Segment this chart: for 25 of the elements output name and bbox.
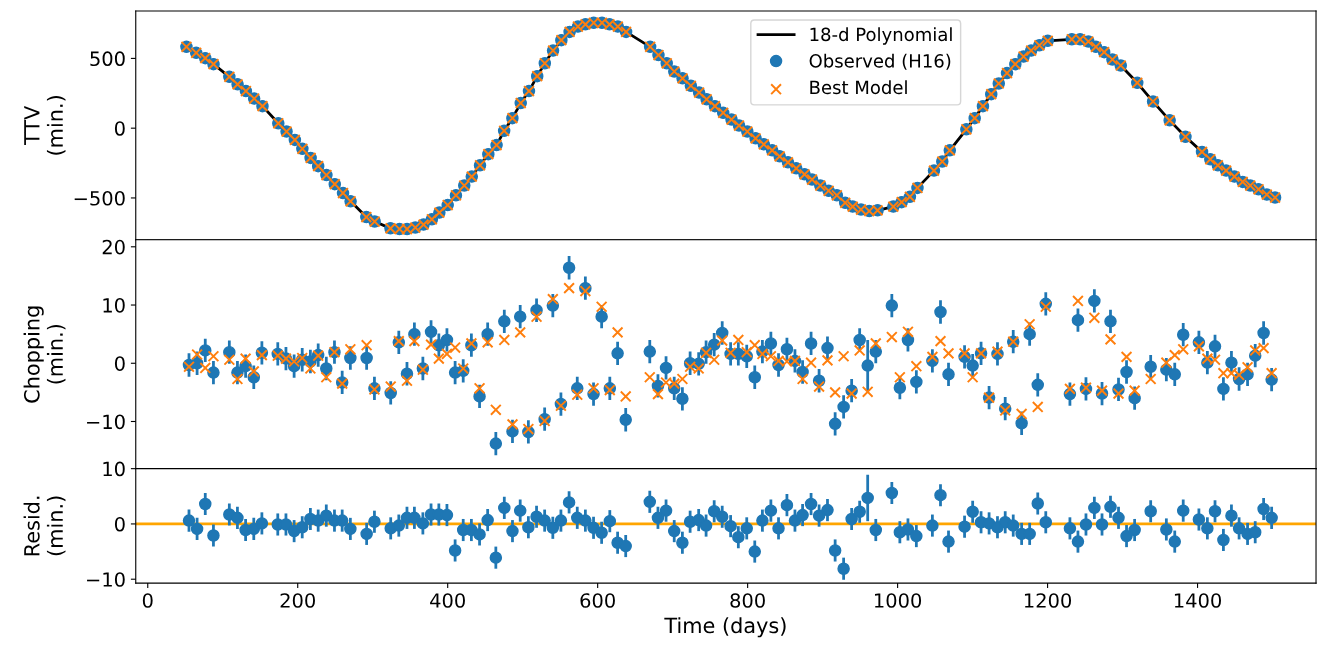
x-tick-label: 600 bbox=[580, 593, 615, 608]
x-axis-title: Time (days) bbox=[664, 617, 786, 638]
y-tick-label: 10 bbox=[103, 297, 125, 313]
y-tick-label: 0 bbox=[114, 356, 125, 371]
y-tick-label: 0 bbox=[114, 516, 125, 532]
y-tick-label: −10 bbox=[87, 414, 125, 430]
x-tick-label: 1400 bbox=[1174, 593, 1221, 608]
y-axis-title: TTV (min.) bbox=[24, 96, 66, 155]
x-tick-label: 1200 bbox=[1024, 593, 1072, 608]
legend-label: Best Model bbox=[810, 80, 907, 95]
y-tick-label: 20 bbox=[102, 239, 125, 255]
y-tick-label: −10 bbox=[87, 572, 125, 587]
legend-label: 18-d Polynomial bbox=[810, 27, 952, 45]
x-tick-label: 1000 bbox=[875, 593, 922, 608]
y-axis-title: Resid. (min.) bbox=[23, 496, 66, 556]
y-tick-label: −500 bbox=[74, 190, 125, 206]
x-tick-label: 200 bbox=[280, 593, 315, 608]
y-tick-label: 10 bbox=[103, 461, 125, 477]
legend-label: Observed (H16) bbox=[809, 53, 951, 70]
x-tick-label: 0 bbox=[142, 593, 153, 608]
y-tick-label: 500 bbox=[90, 51, 125, 67]
x-tick-label: 400 bbox=[430, 593, 465, 608]
y-tick-label: 0 bbox=[114, 121, 125, 136]
y-axis-title: Chopping (min.) bbox=[23, 306, 66, 403]
x-tick-label: 800 bbox=[730, 593, 765, 608]
